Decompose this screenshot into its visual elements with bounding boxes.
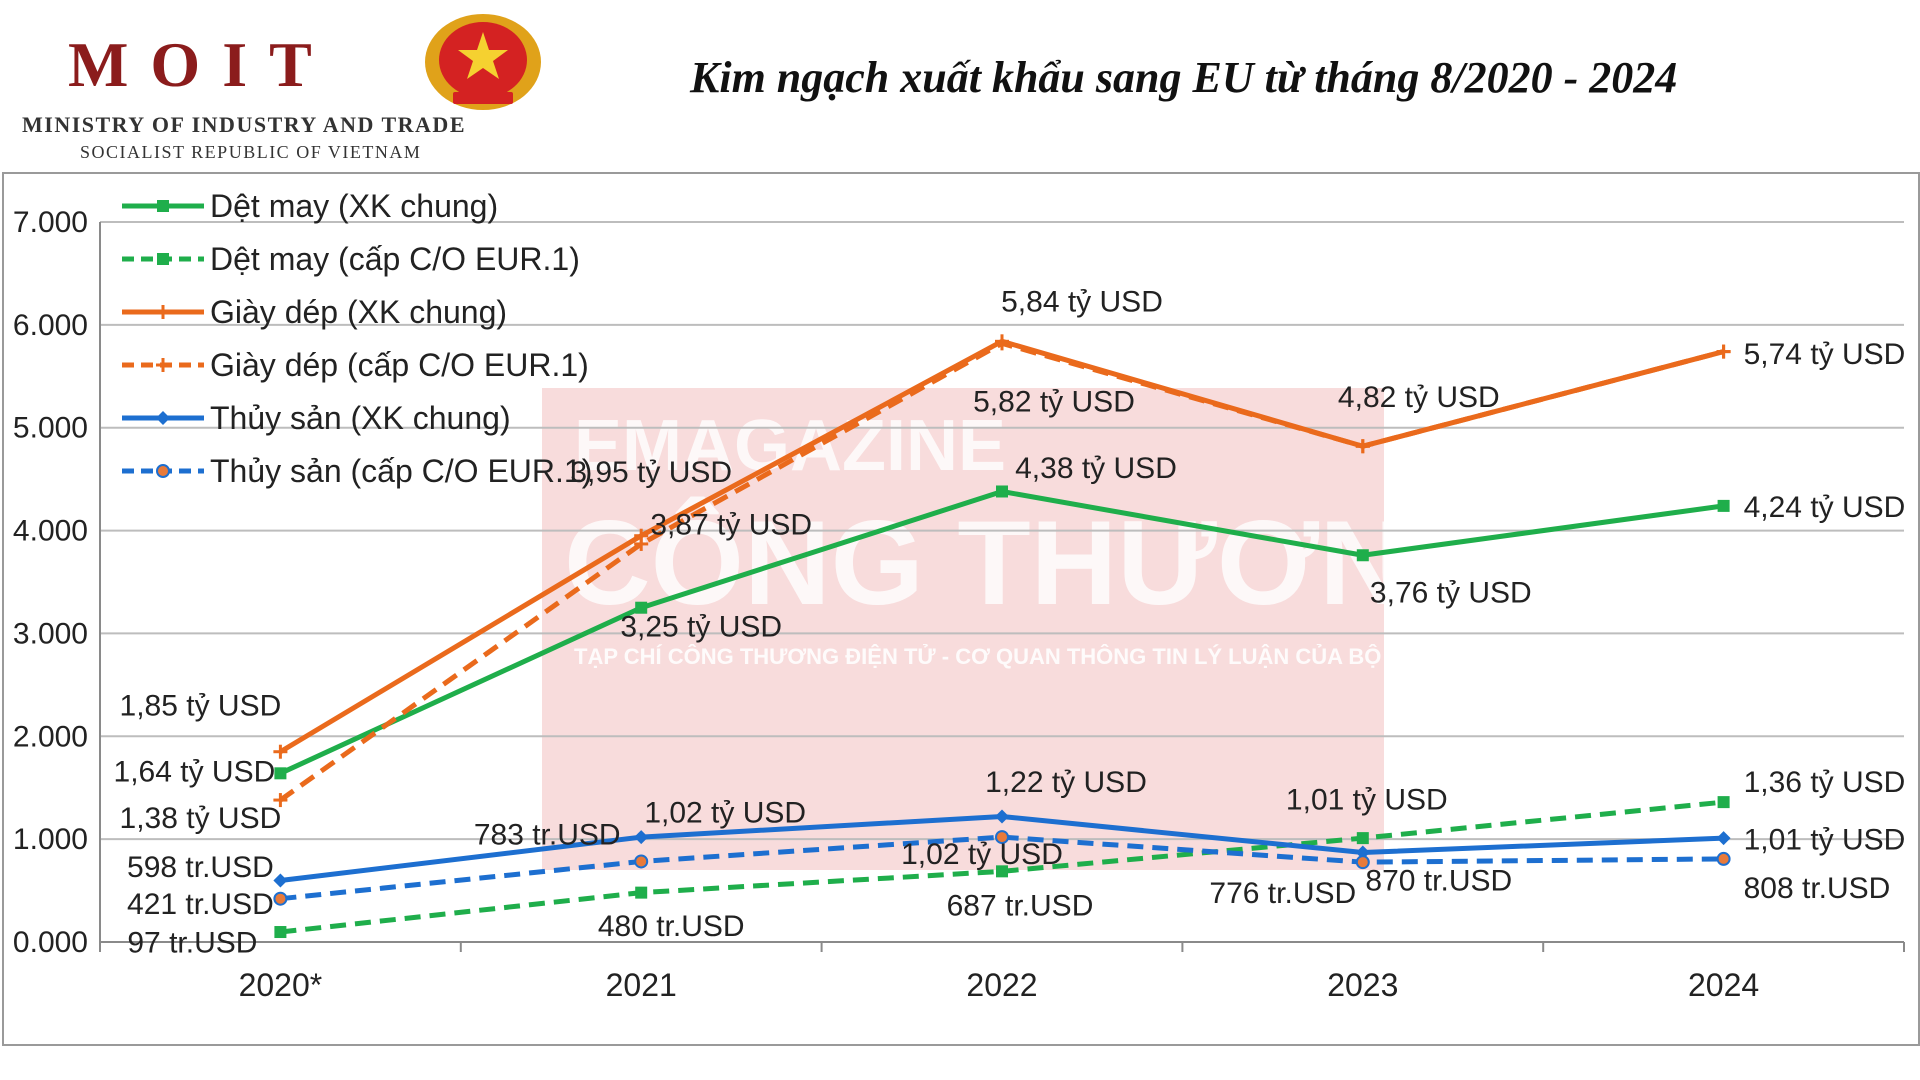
marker-1	[1356, 832, 1369, 845]
marker-0	[635, 601, 648, 614]
data-label: 808 tr.USD	[1744, 872, 1891, 905]
marker-5	[1716, 851, 1731, 866]
y-tick-label: 5.000	[13, 412, 88, 445]
watermark: EMAGAZINE CÔNG THƯƠNG TẠP CHÍ CÔNG THƯƠN…	[542, 388, 1559, 870]
x-tick-label: 2023	[1327, 967, 1398, 1003]
legend-label-5: Thủy sản (cấp C/O EUR.1)	[210, 453, 592, 489]
national-emblem-icon	[425, 14, 541, 110]
marker-5	[156, 464, 170, 478]
y-tick-label: 4.000	[13, 515, 88, 548]
marker-1	[274, 926, 287, 939]
page-title: Kim ngạch xuất khẩu sang EU từ tháng 8/2…	[690, 53, 1678, 102]
republic-name: SOCIALIST REPUBLIC OF VIETNAM	[80, 142, 422, 162]
data-label: 776 tr.USD	[1209, 877, 1356, 910]
x-tick-label: 2021	[606, 967, 677, 1003]
data-label: 3,76 tỷ USD	[1370, 577, 1532, 610]
line-chart: EMAGAZINE CÔNG THƯƠNG TẠP CHÍ CÔNG THƯƠN…	[13, 188, 1906, 1003]
y-axis: 0.000 1.000 2.000 3.000 4.000 5.000 6.000 7.000	[13, 206, 88, 959]
watermark-box	[542, 388, 1384, 870]
watermark-line1: EMAGAZINE	[574, 406, 1006, 486]
x-tick-label: 2020*	[239, 967, 323, 1003]
data-label: 4,24 tỷ USD	[1744, 491, 1906, 524]
data-label: 1,02 tỷ USD	[901, 838, 1063, 871]
marker-4	[1716, 831, 1731, 846]
marker-0	[1717, 499, 1730, 512]
data-label: 5,82 tỷ USD	[973, 385, 1135, 418]
legend-label-4: Thủy sản (XK chung)	[210, 400, 511, 436]
data-label: 3,25 tỷ USD	[620, 611, 782, 644]
x-tick-label: 2024	[1688, 967, 1759, 1003]
data-label: 1,01 tỷ USD	[1286, 783, 1448, 816]
data-labels: 1,85 tỷ USD 1,64 tỷ USD 1,38 tỷ USD 598 tr.…	[114, 285, 1906, 959]
chart-frame: EMAGAZINE CÔNG THƯƠNG TẠP CHÍ CÔNG THƯƠN…	[2, 172, 1920, 1046]
marker-1	[635, 886, 648, 899]
data-label: 870 tr.USD	[1365, 865, 1512, 898]
y-tick-label: 6.000	[13, 309, 88, 342]
marker-0	[996, 485, 1008, 498]
marker-1	[1717, 796, 1730, 809]
data-label: 97 tr.USD	[127, 926, 257, 959]
watermark-line3: TẠP CHÍ CÔNG THƯƠNG ĐIỆN TỬ - CƠ QUAN TH…	[574, 644, 1559, 669]
data-label: 1,01 tỷ USD	[1744, 823, 1906, 856]
data-label: 1,02 tỷ USD	[644, 797, 806, 830]
series-line-5	[280, 834, 1724, 902]
watermark-line2: CÔNG THƯƠNG	[564, 495, 1499, 630]
series-line-1	[280, 799, 1724, 935]
marker-4	[995, 809, 1009, 824]
x-tick-label: 2022	[966, 967, 1037, 1003]
y-tick-label: 2.000	[13, 720, 88, 753]
marker-1	[996, 865, 1008, 878]
legend-label-0: Dệt may (XK chung)	[210, 188, 498, 224]
data-label: 1,38 tỷ USD	[120, 802, 282, 835]
data-label: 5,84 tỷ USD	[1001, 285, 1163, 318]
legend-label-1: Dệt may (cấp C/O EUR.1)	[210, 241, 580, 277]
marker-4	[634, 830, 649, 845]
marker-1	[157, 253, 169, 265]
marker-5	[995, 830, 1009, 845]
y-tick-label: 7.000	[13, 206, 88, 239]
data-label: 4,38 tỷ USD	[1015, 452, 1177, 485]
marker-0	[274, 767, 287, 780]
data-label: 3,87 tỷ USD	[650, 509, 812, 542]
data-label: 421 tr.USD	[127, 888, 274, 921]
ministry-name: MINISTRY OF INDUSTRY AND TRADE	[22, 112, 466, 137]
y-tick-label: 3.000	[13, 617, 88, 650]
legend: Dệt may (XK chung) Dệt may (cấp C/O EUR.1…	[122, 188, 592, 489]
data-label: 687 tr.USD	[947, 889, 1094, 922]
marker-0	[157, 200, 169, 212]
marker-5	[273, 891, 288, 906]
marker-4	[156, 411, 170, 425]
legend-label-3: Giày dép (cấp C/O EUR.1)	[210, 347, 589, 383]
marker-5	[634, 854, 649, 869]
data-label: 1,85 tỷ USD	[120, 690, 282, 723]
header: MOIT MINISTRY OF INDUSTRY AND TRADE SOCI…	[0, 0, 1920, 172]
legend-label-2: Giày dép (XK chung)	[210, 294, 507, 330]
moit-logo-text: MOIT	[68, 29, 334, 100]
data-label: 1,64 tỷ USD	[114, 756, 276, 789]
data-label: 783 tr.USD	[474, 818, 621, 851]
marker-4	[273, 873, 288, 888]
series-lines	[273, 334, 1731, 939]
marker-5	[1355, 855, 1370, 870]
data-label: 1,36 tỷ USD	[1744, 766, 1906, 799]
data-label: 598 tr.USD	[127, 851, 274, 884]
marker-0	[1356, 549, 1369, 562]
data-label: 1,22 tỷ USD	[985, 766, 1147, 799]
marker-4	[1355, 845, 1370, 860]
data-label: 4,82 tỷ USD	[1338, 381, 1500, 414]
x-axis: 2020* 2021 2022 2023 2024	[99, 222, 1905, 1003]
y-tick-label: 1.000	[13, 823, 88, 856]
data-label: 480 tr.USD	[598, 910, 745, 943]
data-label: 3,95 tỷ USD	[570, 456, 732, 489]
data-label: 5,74 tỷ USD	[1744, 338, 1906, 371]
y-tick-label: 0.000	[13, 926, 88, 959]
